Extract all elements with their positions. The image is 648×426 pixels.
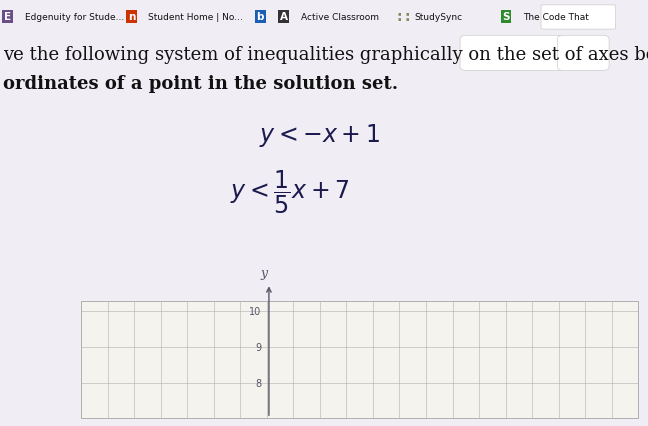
Text: y: y [260,267,267,280]
FancyBboxPatch shape [541,6,616,30]
Text: n: n [128,12,135,23]
Text: :: : [397,10,402,24]
Bar [81,301,638,418]
Text: Edgenuity for Stude...: Edgenuity for Stude... [25,13,124,22]
Text: 9: 9 [255,342,261,352]
Text: Active Classroom: Active Classroom [301,13,378,22]
Text: StudySync: StudySync [415,13,463,22]
Text: The Code That: The Code That [523,13,589,22]
Text: Student Home | No...: Student Home | No... [148,13,243,22]
Text: ve the following system of inequalities graphically on the set of axes belo: ve the following system of inequalities … [3,46,648,64]
Text: $y < -x + 1$: $y < -x + 1$ [259,122,380,149]
Text: ordinates of a point in the solution set.: ordinates of a point in the solution set… [3,75,399,93]
Text: S: S [502,12,510,23]
Text: A: A [280,12,288,23]
FancyBboxPatch shape [460,36,564,71]
Text: :: : [404,10,410,24]
Text: 10: 10 [249,306,261,316]
Text: $y < \dfrac{1}{5}x + 7$: $y < \dfrac{1}{5}x + 7$ [230,169,349,216]
Text: b: b [257,12,264,23]
Text: E: E [4,12,11,23]
FancyBboxPatch shape [557,36,609,71]
Text: 8: 8 [255,379,261,389]
